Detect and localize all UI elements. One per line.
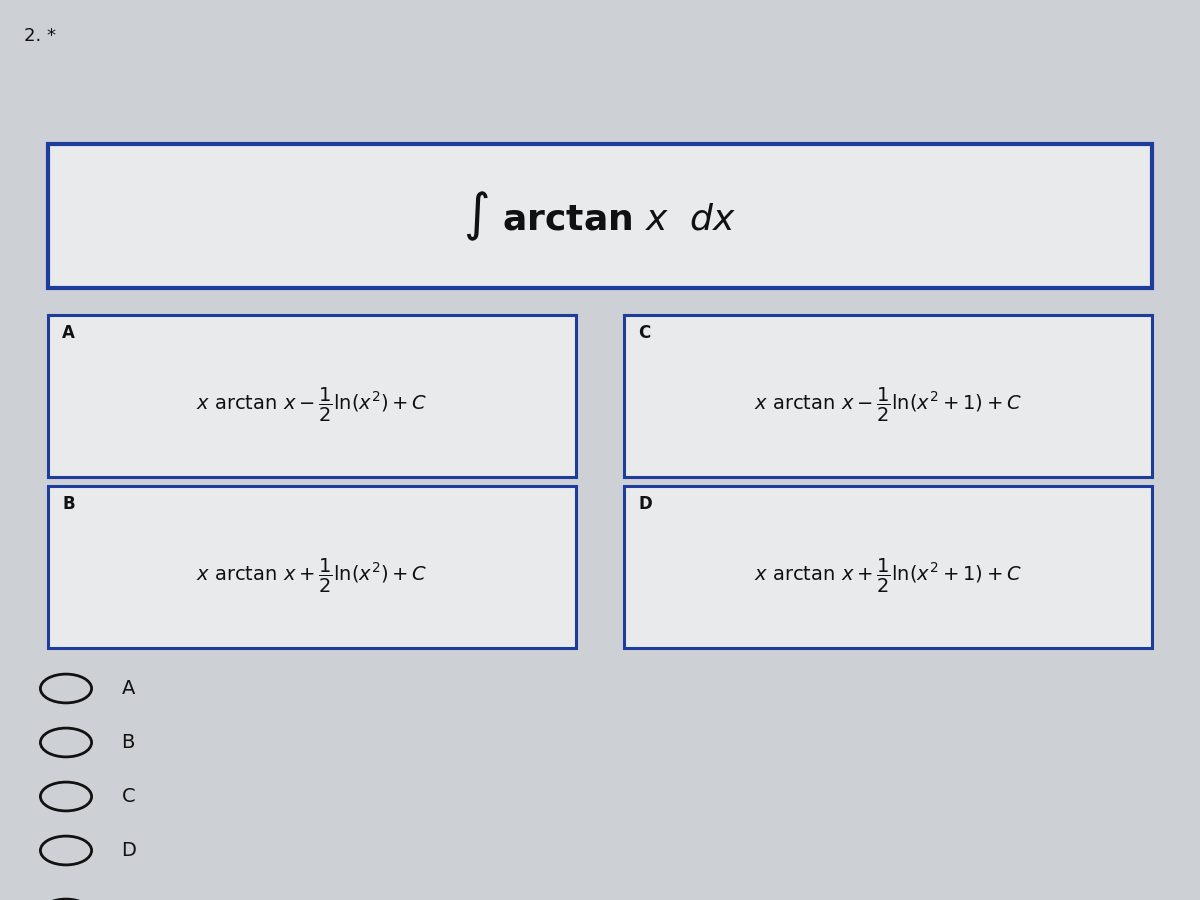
Text: $x$ arctan $x - \dfrac{1}{2}\ln(x^2) + C$: $x$ arctan $x - \dfrac{1}{2}\ln(x^2) + C… — [197, 386, 427, 424]
FancyBboxPatch shape — [48, 315, 576, 477]
Text: B: B — [121, 733, 134, 752]
Text: A: A — [62, 324, 76, 342]
Text: $x$ arctan $x + \dfrac{1}{2}\ln(x^2 + 1) + C$: $x$ arctan $x + \dfrac{1}{2}\ln(x^2 + 1)… — [754, 557, 1022, 595]
Text: A: A — [121, 679, 134, 698]
Text: D: D — [121, 841, 137, 860]
Text: C: C — [121, 787, 136, 806]
Text: $x$ arctan $x + \dfrac{1}{2}\ln(x^2) + C$: $x$ arctan $x + \dfrac{1}{2}\ln(x^2) + C… — [197, 557, 427, 595]
FancyBboxPatch shape — [624, 315, 1152, 477]
Text: $x$ arctan $x - \dfrac{1}{2}\ln(x^2 + 1) + C$: $x$ arctan $x - \dfrac{1}{2}\ln(x^2 + 1)… — [754, 386, 1022, 424]
Text: $\int$ arctan $x\;$ $dx$: $\int$ arctan $x\;$ $dx$ — [463, 189, 737, 243]
FancyBboxPatch shape — [48, 486, 576, 648]
Text: 2. *: 2. * — [24, 27, 56, 45]
Text: D: D — [638, 495, 652, 513]
Text: C: C — [638, 324, 650, 342]
FancyBboxPatch shape — [624, 486, 1152, 648]
FancyBboxPatch shape — [48, 144, 1152, 288]
Text: B: B — [62, 495, 76, 513]
